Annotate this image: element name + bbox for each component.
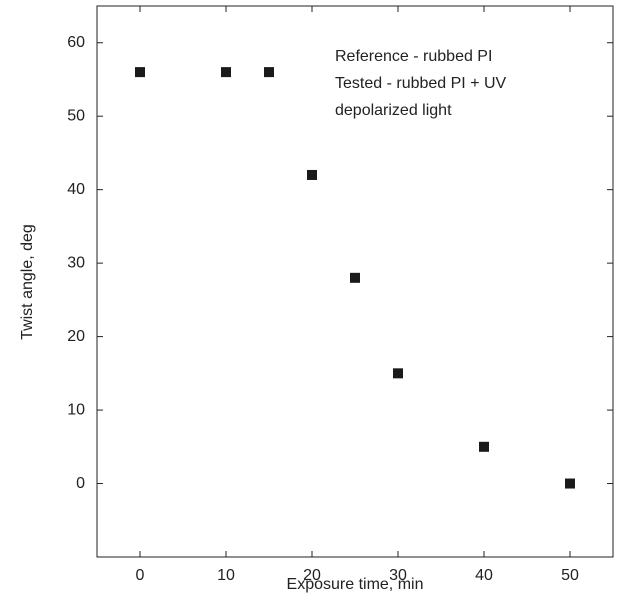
x-tick-label: 10: [217, 567, 235, 584]
y-axis-label: Twist angle, deg: [19, 224, 36, 340]
x-tick-label: 30: [389, 567, 407, 584]
point: [393, 368, 403, 379]
x-axis-label: Exposure time, min: [287, 576, 424, 593]
annotation: depolarized light: [335, 102, 452, 119]
annotation: Reference - rubbed PI: [335, 48, 492, 65]
point: [565, 478, 575, 489]
y-tick-label: 60: [67, 34, 85, 51]
plot-frame: [96, 5, 614, 558]
annotation: Tested - rubbed PI + UV: [335, 75, 507, 92]
y-tick-label: 10: [67, 401, 85, 418]
y-tick-label: 40: [67, 181, 85, 198]
x-tick-label: 50: [561, 567, 579, 584]
x-tick-label: 0: [136, 567, 145, 584]
point: [307, 169, 317, 180]
point: [479, 441, 489, 452]
point: [264, 67, 274, 78]
point: [350, 272, 360, 283]
x-tick-label: 40: [475, 567, 493, 584]
point: [221, 67, 231, 78]
y-tick-label: 20: [67, 328, 85, 345]
y-tick-label: 0: [76, 475, 85, 492]
y-tick-label: 50: [67, 107, 85, 124]
x-tick-label: 20: [303, 567, 321, 584]
y-tick-label: 30: [67, 254, 85, 271]
point: [135, 67, 145, 78]
